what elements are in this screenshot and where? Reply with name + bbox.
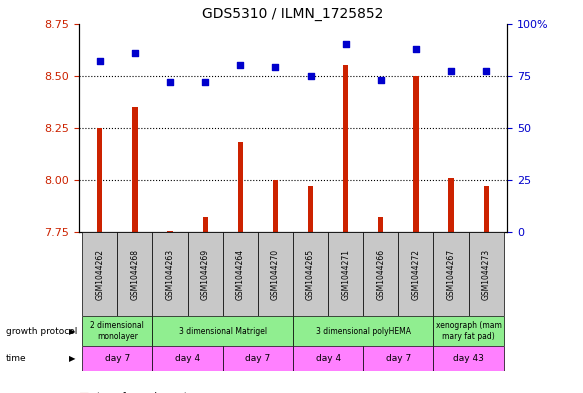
Bar: [469, 232, 504, 316]
Bar: [293, 232, 328, 316]
Bar: [202, 217, 208, 232]
Text: day 4: day 4: [315, 354, 340, 363]
Point: [306, 72, 315, 79]
Text: time: time: [6, 354, 26, 363]
Bar: [82, 346, 153, 371]
Point: [447, 68, 456, 75]
Bar: [433, 232, 469, 316]
Bar: [153, 316, 293, 346]
Bar: [378, 217, 384, 232]
Text: 3 dimensional Matrigel: 3 dimensional Matrigel: [178, 327, 267, 336]
Bar: [223, 346, 293, 371]
Text: GSM1044270: GSM1044270: [271, 248, 280, 300]
Bar: [363, 346, 433, 371]
Text: ▶: ▶: [69, 327, 75, 336]
Bar: [97, 128, 103, 232]
Bar: [293, 316, 433, 346]
Point: [130, 50, 139, 56]
Bar: [153, 232, 188, 316]
Text: GSM1044272: GSM1044272: [412, 249, 420, 299]
Point: [236, 62, 245, 68]
Bar: [293, 346, 363, 371]
Text: 2 dimensional
monolayer: 2 dimensional monolayer: [90, 321, 144, 341]
Text: day 7: day 7: [245, 354, 271, 363]
Bar: [167, 231, 173, 232]
Text: day 7: day 7: [105, 354, 130, 363]
Text: ▶: ▶: [69, 354, 75, 363]
Point: [271, 64, 280, 70]
Text: day 7: day 7: [386, 354, 411, 363]
Bar: [238, 142, 243, 232]
Bar: [363, 232, 398, 316]
Text: 3 dimensional polyHEMA: 3 dimensional polyHEMA: [316, 327, 410, 336]
Point: [341, 41, 350, 48]
Text: GSM1044267: GSM1044267: [447, 248, 455, 300]
Point: [201, 79, 210, 85]
Bar: [258, 232, 293, 316]
Bar: [132, 107, 138, 232]
Point: [95, 58, 104, 64]
Bar: [483, 186, 489, 232]
Bar: [153, 346, 223, 371]
Text: GSM1044263: GSM1044263: [166, 248, 174, 300]
Bar: [308, 186, 313, 232]
Bar: [82, 232, 117, 316]
Point: [166, 79, 175, 85]
Bar: [398, 232, 433, 316]
Text: GSM1044264: GSM1044264: [236, 248, 245, 300]
Point: [411, 46, 420, 52]
Text: ■: ■: [79, 392, 89, 393]
Bar: [188, 232, 223, 316]
Bar: [273, 180, 278, 232]
Point: [376, 77, 385, 83]
Point: [482, 68, 491, 75]
Bar: [448, 178, 454, 232]
Text: GSM1044271: GSM1044271: [341, 249, 350, 299]
Bar: [343, 65, 348, 232]
Title: GDS5310 / ILMN_1725852: GDS5310 / ILMN_1725852: [202, 7, 384, 21]
Bar: [328, 232, 363, 316]
Text: GSM1044265: GSM1044265: [306, 248, 315, 300]
Text: day 43: day 43: [453, 354, 484, 363]
Text: growth protocol: growth protocol: [6, 327, 77, 336]
Text: GSM1044262: GSM1044262: [95, 249, 104, 299]
Bar: [433, 346, 504, 371]
Text: xenograph (mam
mary fat pad): xenograph (mam mary fat pad): [436, 321, 501, 341]
Text: transformed count: transformed count: [97, 392, 188, 393]
Bar: [433, 316, 504, 346]
Text: GSM1044268: GSM1044268: [131, 249, 139, 299]
Text: GSM1044266: GSM1044266: [376, 248, 385, 300]
Text: day 4: day 4: [175, 354, 200, 363]
Bar: [117, 232, 153, 316]
Bar: [223, 232, 258, 316]
Bar: [413, 75, 419, 232]
Text: GSM1044273: GSM1044273: [482, 248, 491, 300]
Text: GSM1044269: GSM1044269: [201, 248, 210, 300]
Bar: [82, 316, 153, 346]
